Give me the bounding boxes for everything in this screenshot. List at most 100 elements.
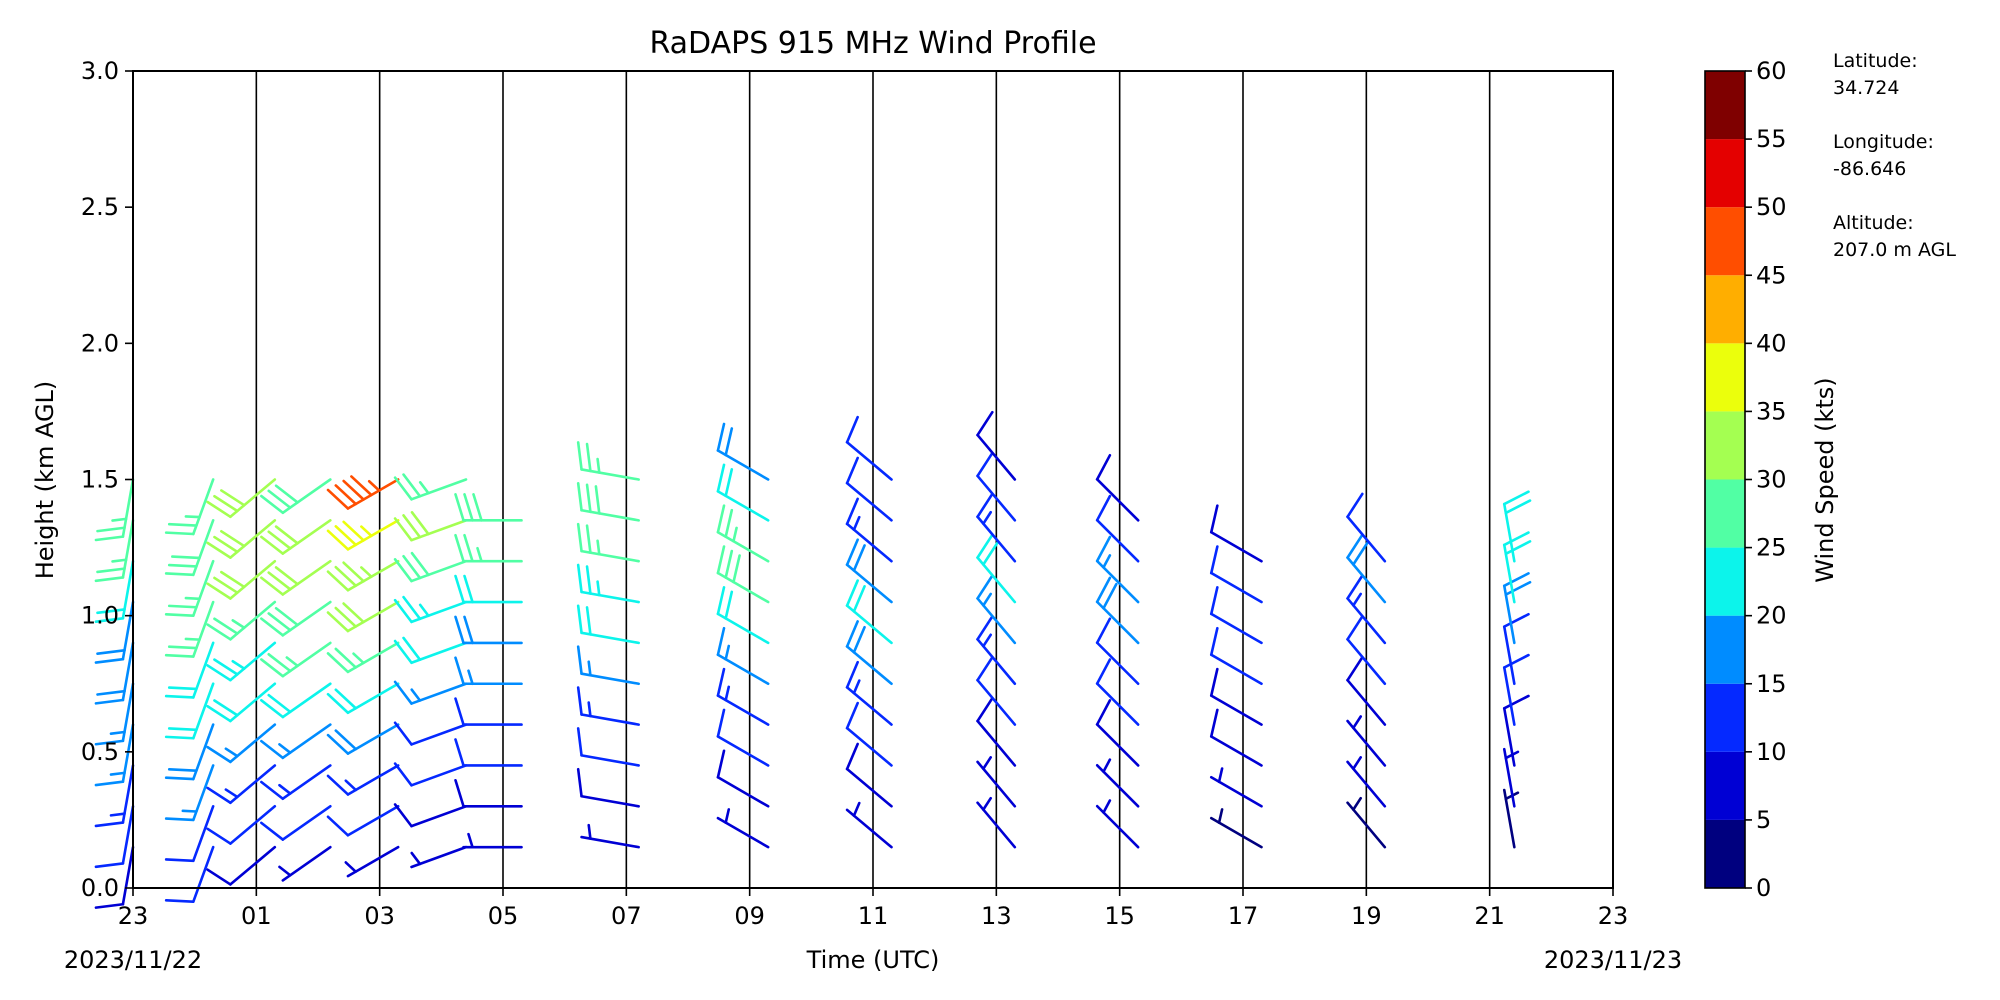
wind-barb <box>393 762 468 787</box>
barb-half <box>184 596 201 601</box>
barb-full <box>206 704 232 723</box>
wind-barb <box>326 804 400 837</box>
barb-full <box>342 561 365 583</box>
barb-shaft <box>1346 678 1387 726</box>
wind-barb <box>1502 572 1532 645</box>
colorbar-tick-label: 30 <box>1756 466 1787 494</box>
wind-barb <box>845 497 893 563</box>
barb-shaft <box>1346 638 1387 686</box>
barb-full <box>94 902 125 909</box>
barb-full <box>1346 533 1364 559</box>
wind-barb <box>976 615 1017 686</box>
x-tick-label: 05 <box>488 902 519 930</box>
x-tick-label: 11 <box>858 902 889 930</box>
barb-shaft <box>580 794 640 808</box>
colorbar-tick-label: 0 <box>1756 874 1771 902</box>
barb-full <box>393 639 413 665</box>
wind-barb <box>976 410 1017 481</box>
latitude-value: 34.724 <box>1833 77 1899 99</box>
barb-full <box>267 612 292 632</box>
barb-full <box>1502 653 1530 669</box>
barb-full <box>164 572 195 577</box>
barb-full <box>1095 453 1112 481</box>
barb-full <box>472 493 483 522</box>
y-tick-label: 2.5 <box>81 193 119 221</box>
barb-shaft <box>1209 653 1263 686</box>
wind-barb <box>1502 612 1530 686</box>
barb-full <box>326 815 350 837</box>
barb-shaft <box>410 723 468 746</box>
barb-shaft <box>121 804 135 865</box>
colorbar-bin <box>1705 139 1745 208</box>
barb-half <box>732 526 738 543</box>
barb-shaft <box>1095 682 1140 726</box>
barb-half <box>596 580 601 597</box>
barb-full <box>402 636 422 661</box>
y-tick-label: 0.0 <box>81 874 119 902</box>
barb-half <box>224 788 239 799</box>
wind-barb <box>326 723 400 755</box>
barb-full <box>206 664 232 682</box>
barb-half <box>724 644 731 661</box>
barb-half <box>181 809 198 813</box>
barb-full <box>326 488 350 510</box>
barb-shaft <box>1095 478 1140 522</box>
barb-shaft <box>716 735 770 767</box>
x-tick-label: 07 <box>611 902 642 930</box>
barb-full <box>206 786 232 805</box>
wind-barb <box>94 845 135 909</box>
wind-barb <box>1095 535 1140 604</box>
barb-shaft <box>229 804 277 845</box>
barb-full <box>206 868 232 886</box>
barb-full <box>1209 586 1219 616</box>
wind-barb <box>164 682 215 740</box>
wind-barb <box>716 463 770 522</box>
wind-barb <box>845 801 893 849</box>
barb-full <box>454 574 465 604</box>
colorbar-tick-label: 5 <box>1756 806 1771 834</box>
wind-barb <box>716 545 770 604</box>
barb-full <box>213 535 239 554</box>
barb-half <box>278 865 292 877</box>
wind-barb <box>206 478 277 519</box>
colorbar-tick-label: 15 <box>1756 670 1787 698</box>
y-tick-label: 1.0 <box>81 602 119 630</box>
barb-full <box>260 821 285 841</box>
barb-full <box>594 485 601 515</box>
wind-barb <box>326 600 400 633</box>
wind-barb <box>454 778 523 808</box>
barb-full <box>167 604 198 609</box>
barb-full <box>724 508 734 539</box>
barb-full <box>1209 708 1219 738</box>
barb-half <box>278 783 292 795</box>
barb-shaft <box>121 845 135 906</box>
wind-barb <box>278 845 332 882</box>
barb-full <box>585 606 592 636</box>
wind-barb <box>94 723 135 787</box>
barb-half <box>982 756 993 771</box>
wind-barb <box>845 620 893 686</box>
colorbar-tick-label: 35 <box>1756 397 1787 425</box>
barb-full <box>576 481 583 512</box>
wind-barb <box>164 519 215 577</box>
wind-barb <box>1346 796 1387 849</box>
barb-full <box>326 570 350 592</box>
wind-barb <box>1209 808 1263 849</box>
barb-full <box>1102 582 1118 610</box>
wind-barb <box>260 764 332 801</box>
wind-barb <box>393 636 468 665</box>
y-tick-label: 1.5 <box>81 466 119 494</box>
barb-full <box>576 727 583 757</box>
barb-full <box>1095 535 1112 563</box>
barb-full <box>393 803 413 828</box>
barb-full <box>585 565 592 595</box>
barb-full <box>1502 572 1530 588</box>
barb-full <box>576 563 583 594</box>
barb-full <box>1095 494 1112 522</box>
barb-full <box>206 541 232 559</box>
y-axis-ticks: 0.0 0.5 1.0 1.5 2.0 2.5 3.0 <box>81 57 133 902</box>
barb-half <box>344 861 358 873</box>
barb-half <box>467 669 474 686</box>
barb-full <box>164 898 195 903</box>
wind-barb <box>1346 533 1387 604</box>
